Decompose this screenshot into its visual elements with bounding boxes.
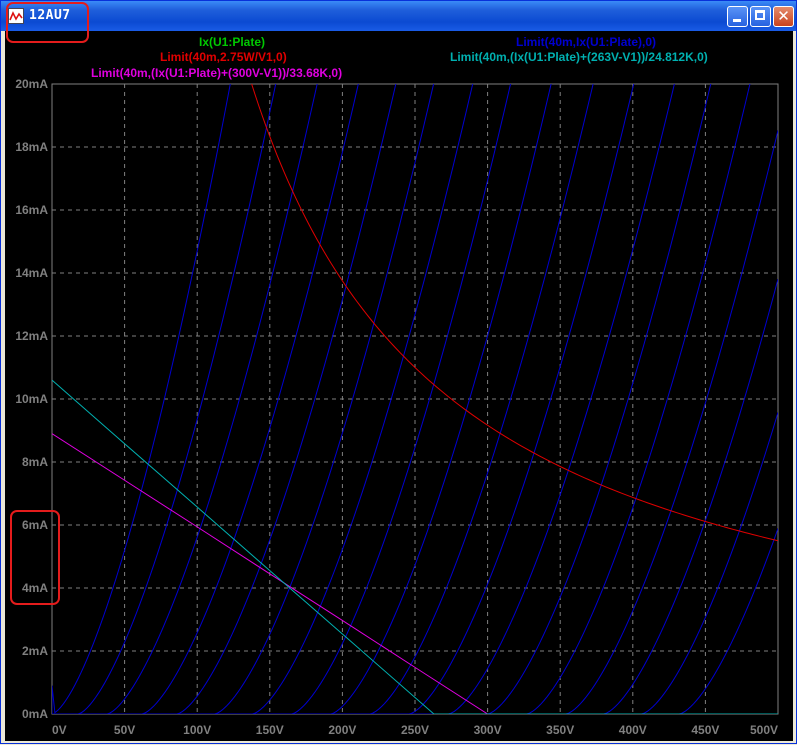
- x-tick-label: 350V: [546, 723, 574, 737]
- plate-curve: [52, 84, 397, 714]
- x-tick-label: 50V: [114, 723, 135, 737]
- x-tick-label: 150V: [256, 723, 284, 737]
- y-tick-label: 16mA: [15, 203, 48, 217]
- title-callout: [6, 2, 89, 43]
- plate-curve: [52, 84, 231, 714]
- close-icon: ✕: [777, 7, 790, 25]
- y-tick-label: 18mA: [15, 140, 48, 154]
- plate-curve: [52, 84, 751, 714]
- x-tick-label: 0V: [52, 723, 67, 737]
- x-tick-label: 450V: [691, 723, 719, 737]
- series-group: [52, 84, 778, 714]
- y-tick-label: 14mA: [15, 266, 48, 280]
- maximize-button[interactable]: [750, 6, 771, 27]
- x-tick-label: 400V: [619, 723, 647, 737]
- grid-lines: [51, 83, 779, 715]
- minimize-button[interactable]: [727, 6, 748, 27]
- y-tick-label: 0mA: [22, 707, 48, 721]
- legend-load263: Limit(40m,(Ix(U1:Plate)+(263V-V1))/24.81…: [450, 50, 708, 64]
- plate-curve: [52, 84, 635, 714]
- legend: Ix(U1:Plate) Limit(40m,2.75W/V1,0) Limit…: [91, 35, 708, 80]
- series-line: [52, 433, 778, 714]
- plate-curve: [52, 84, 675, 714]
- x-tick-label: 100V: [183, 723, 211, 737]
- y-tick-label: 12mA: [15, 329, 48, 343]
- plate-curve: [52, 279, 778, 714]
- y-tick-label: 20mA: [15, 77, 48, 91]
- y-tick-label: 10mA: [15, 392, 48, 406]
- y-tick-label: 2mA: [22, 644, 48, 658]
- plate-curve: [52, 84, 512, 714]
- plot-area[interactable]: 0V 50V 100V 150V 200V 250V 300V 350V 400V 450V 500…: [5, 31, 793, 741]
- series-line: [52, 379, 778, 714]
- legend-plate: Ix(U1:Plate): [199, 35, 265, 49]
- maximize-icon: [755, 10, 765, 20]
- chart-svg: 0V 50V 100V 150V 200V 250V 300V 350V 400V 450V 500…: [15, 35, 779, 737]
- tick-labels: 0V 50V 100V 150V 200V 250V 300V 350V 400V 450V 500…: [15, 77, 778, 737]
- plate-curve: [52, 412, 778, 714]
- plate-curve: [52, 84, 359, 714]
- plate-curve: [52, 84, 435, 714]
- title-bar[interactable]: 12AU7 ✕: [1, 1, 796, 31]
- y-tick-label: 6mA: [22, 518, 48, 532]
- x-tick-label: 500V: [750, 723, 778, 737]
- plate-curve: [52, 84, 552, 714]
- x-tick-label: 300V: [474, 723, 502, 737]
- plate-curve: [52, 528, 778, 714]
- axis-callout: [10, 510, 60, 605]
- legend-curves: Limit(40m,Ix(U1:Plate),0): [516, 35, 656, 49]
- waveform-icon[interactable]: [8, 8, 24, 24]
- plate-curve: [52, 84, 318, 714]
- y-tick-label: 8mA: [22, 455, 48, 469]
- legend-load300: Limit(40m,(Ix(U1:Plate)+(300V-V1))/33.68…: [91, 66, 342, 80]
- series-line: [251, 84, 778, 542]
- legend-power: Limit(40m,2.75W/V1,0): [160, 50, 287, 64]
- plate-curve: [52, 84, 277, 714]
- x-tick-label: 250V: [401, 723, 429, 737]
- plate-curve: [52, 130, 778, 714]
- close-button[interactable]: ✕: [773, 6, 794, 27]
- plate-curve: [52, 84, 594, 714]
- y-tick-label: 4mA: [22, 581, 48, 595]
- x-tick-label: 200V: [328, 723, 356, 737]
- plate-curve: [52, 84, 712, 714]
- window-title: 12AU7: [29, 8, 71, 23]
- plate-curve: [52, 84, 474, 714]
- minimize-icon: [733, 19, 741, 22]
